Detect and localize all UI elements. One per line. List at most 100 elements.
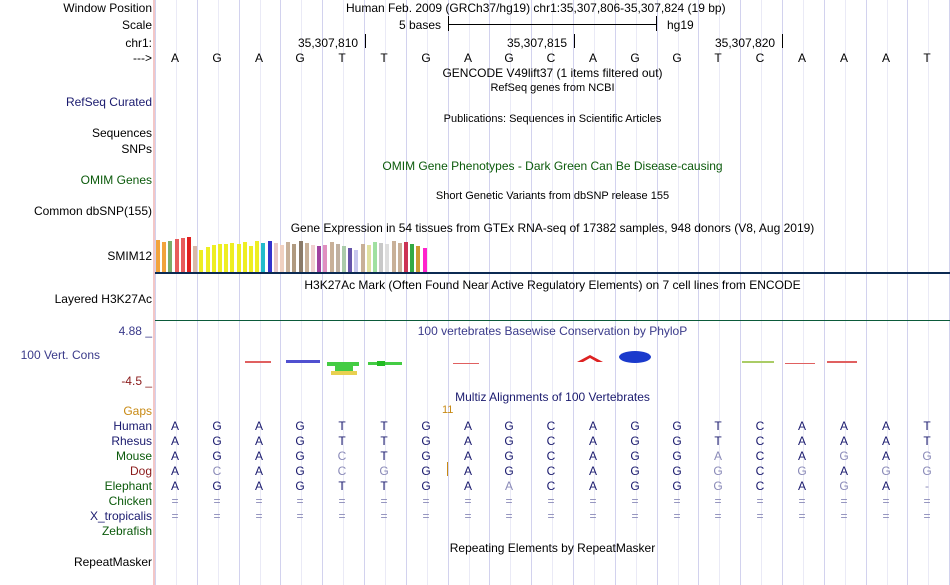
species-label[interactable]: Mouse: [115, 449, 152, 463]
gridline: [803, 0, 804, 585]
gtex-tissue-bar[interactable]: [168, 241, 173, 272]
aligned-base: A: [881, 449, 890, 463]
repeatmasker-track-title[interactable]: Repeating Elements by RepeatMasker: [449, 541, 656, 555]
aligned-base: G: [212, 434, 222, 448]
base-letter: G: [630, 51, 640, 65]
gtex-tissue-bar[interactable]: [280, 245, 284, 272]
gtex-gene-label[interactable]: SMIM12: [107, 249, 152, 263]
species-label[interactable]: Elephant: [104, 479, 152, 493]
gtex-tissue-bar[interactable]: [335, 244, 340, 272]
omim-track-title[interactable]: OMIM Gene Phenotypes - Dark Green Can Be…: [382, 159, 723, 173]
refseq-track-label[interactable]: RefSeq Curated: [65, 95, 152, 109]
gtex-tissue-bar[interactable]: [416, 246, 421, 272]
gtex-tissue-bar[interactable]: [292, 244, 297, 272]
gtex-tissue-bar[interactable]: [236, 244, 241, 272]
gtex-tissue-bar[interactable]: [360, 244, 365, 272]
gtex-expression-chart[interactable]: [156, 236, 536, 272]
gtex-tissue-bar[interactable]: [199, 250, 204, 272]
gtex-tissue-bar[interactable]: [230, 243, 235, 272]
gtex-tissue-bar[interactable]: [261, 243, 266, 272]
dbsnp-track-label[interactable]: Common dbSNP(155): [33, 204, 152, 218]
aligned-base: =: [464, 494, 472, 508]
gtex-tissue-bar[interactable]: [385, 244, 390, 272]
gtex-tissue-bar[interactable]: [162, 242, 167, 272]
gtex-tissue-bar[interactable]: [379, 243, 384, 272]
gtex-tissue-bar[interactable]: [218, 244, 222, 272]
gtex-tissue-bar[interactable]: [193, 246, 198, 272]
gtex-tissue-bar[interactable]: [366, 245, 371, 272]
species-label[interactable]: Dog: [129, 464, 152, 478]
ruler-tick: [574, 34, 575, 48]
species-label[interactable]: Rhesus: [111, 434, 152, 448]
h3k27ac-track-title[interactable]: H3K27Ac Mark (Often Found Near Active Re…: [304, 278, 801, 292]
gridline: [197, 0, 198, 585]
species-label[interactable]: Zebrafish: [101, 524, 152, 538]
aligned-base: G: [421, 464, 431, 478]
gridline: [719, 0, 720, 585]
gtex-tissue-bar[interactable]: [342, 246, 346, 272]
gtex-tissue-bar[interactable]: [354, 250, 359, 272]
phylop-track-title[interactable]: 100 vertebrates Basewise Conservation by…: [417, 324, 688, 338]
aligned-base: A: [588, 434, 597, 448]
gtex-tissue-bar[interactable]: [211, 245, 216, 272]
species-label[interactable]: Chicken: [108, 494, 152, 508]
gridline: [657, 0, 658, 585]
gtex-tissue-bar[interactable]: [410, 244, 415, 272]
publications-track-title[interactable]: Publications: Sequences in Scientific Ar…: [443, 113, 662, 125]
omim-track-label[interactable]: OMIM Genes: [80, 173, 152, 187]
gtex-tissue-bar[interactable]: [174, 239, 179, 272]
h3k27ac-track-label[interactable]: Layered H3K27Ac: [54, 292, 152, 306]
gtex-tissue-bar[interactable]: [187, 237, 191, 272]
gtex-tissue-bar[interactable]: [180, 238, 185, 272]
gtex-tissue-bar[interactable]: [391, 241, 396, 272]
base-letter: A: [463, 51, 472, 65]
base-letter: G: [672, 51, 682, 65]
scale-bar-right-tick: [656, 16, 657, 31]
gencode-track-title[interactable]: GENCODE V49lift37 (1 items filtered out): [442, 66, 663, 80]
gtex-tissue-bar[interactable]: [298, 241, 303, 272]
gtex-tissue-bar[interactable]: [273, 243, 278, 272]
aligned-base: G: [421, 434, 431, 448]
multiz-track-title[interactable]: Multiz Alignments of 100 Vertebrates: [455, 390, 650, 404]
base-letter: A: [588, 51, 597, 65]
aligned-base: A: [881, 419, 890, 433]
aligned-base: =: [380, 509, 388, 523]
gtex-tissue-bar[interactable]: [404, 242, 408, 272]
phylop-mark: [245, 361, 271, 363]
assembly-position-text[interactable]: Human Feb. 2009 (GRCh37/hg19) chr1:35,30…: [346, 1, 726, 15]
label-column-divider: [153, 0, 155, 585]
gtex-tissue-bar[interactable]: [205, 247, 210, 272]
gtex-tissue-bar[interactable]: [422, 248, 427, 272]
phylop-track-label[interactable]: 100 Vert. Cons: [20, 348, 100, 362]
gtex-tissue-bar[interactable]: [348, 248, 353, 272]
repeatmasker-track-label[interactable]: RepeatMasker: [73, 555, 152, 569]
gtex-tissue-bar[interactable]: [249, 246, 253, 272]
dbsnp-track-title[interactable]: Short Genetic Variants from dbSNP releas…: [435, 190, 670, 202]
phylop-mark: [827, 361, 857, 363]
gtex-tissue-bar[interactable]: [329, 242, 334, 272]
gtex-tissue-bar[interactable]: [267, 241, 272, 272]
gtex-tissue-bar[interactable]: [311, 245, 315, 272]
gridline: [636, 0, 637, 585]
gtex-tissue-bar[interactable]: [373, 242, 377, 272]
gtex-tissue-bar[interactable]: [224, 244, 229, 272]
gtex-tissue-bar[interactable]: [286, 242, 291, 272]
phylop-logo-plot[interactable]: [155, 340, 950, 385]
gtex-tissue-bar[interactable]: [156, 240, 160, 272]
gtex-tissue-bar[interactable]: [304, 243, 309, 272]
gridline: [824, 0, 825, 585]
aligned-base: A: [839, 419, 848, 433]
species-label[interactable]: Human: [113, 419, 152, 433]
gtex-tissue-bar[interactable]: [397, 243, 402, 272]
refseq-track-title[interactable]: RefSeq genes from NCBI: [490, 82, 615, 94]
species-label[interactable]: X_tropicalis: [89, 509, 152, 523]
gtex-tissue-bar[interactable]: [317, 246, 322, 272]
gridline: [740, 0, 741, 585]
gtex-tissue-bar[interactable]: [242, 242, 247, 272]
gtex-tissue-bar[interactable]: [323, 245, 328, 272]
gtex-tissue-bar[interactable]: [255, 241, 260, 272]
phylop-mark: [742, 361, 774, 363]
gtex-track-title[interactable]: Gene Expression in 54 tissues from GTEx …: [290, 221, 815, 235]
aligned-base: G: [630, 464, 640, 478]
base-letter: C: [755, 51, 765, 65]
